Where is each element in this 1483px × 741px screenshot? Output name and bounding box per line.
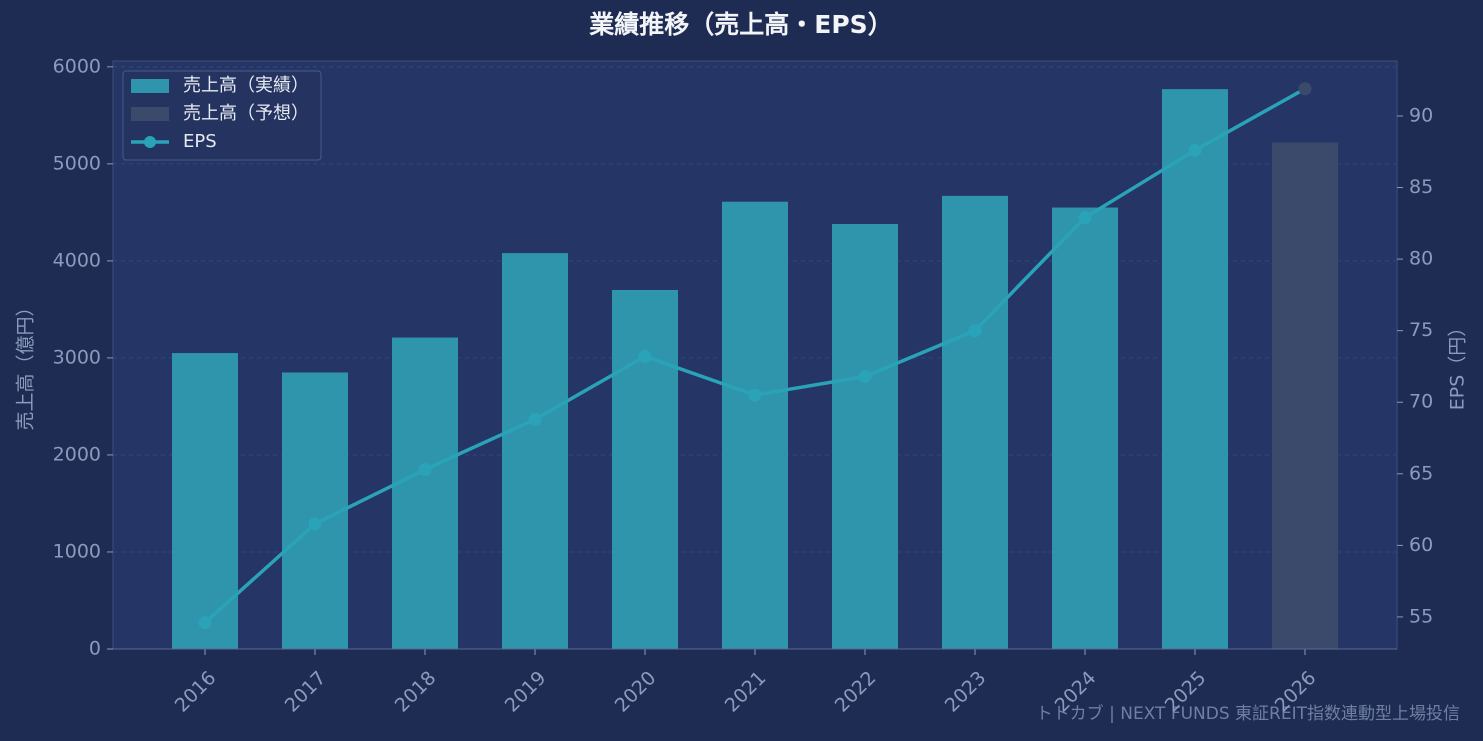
chart-title: 業績推移（売上高・EPS） bbox=[589, 10, 892, 39]
legend-label: EPS bbox=[183, 131, 217, 152]
y-tick-label: 0 bbox=[89, 638, 101, 660]
x-tick-label: 2022 bbox=[831, 667, 881, 717]
y2-tick-label: 60 bbox=[1409, 534, 1433, 556]
y2-axis-label: EPS（円） bbox=[1447, 318, 1469, 411]
point bbox=[418, 463, 432, 477]
bar bbox=[832, 224, 898, 650]
x-tick-label: 2020 bbox=[611, 667, 661, 717]
legend-box bbox=[122, 70, 322, 161]
point bbox=[1078, 211, 1092, 225]
y2-tick-label: 80 bbox=[1409, 248, 1433, 270]
x-tick-label: 2023 bbox=[941, 667, 991, 717]
point bbox=[858, 369, 872, 383]
y2-tick-label: 55 bbox=[1409, 605, 1433, 627]
bar bbox=[1162, 89, 1228, 649]
y-axis-label: 売上高（億円） bbox=[15, 297, 37, 430]
y2-tick-label: 85 bbox=[1409, 176, 1433, 198]
y-tick-label: 5000 bbox=[53, 152, 101, 174]
x-tick-label: 2018 bbox=[391, 667, 441, 717]
x-tick-label: 2019 bbox=[501, 667, 551, 717]
x-tick-label: 2021 bbox=[721, 667, 771, 717]
y-tick-label: 3000 bbox=[53, 346, 101, 368]
y2-tick-label: 65 bbox=[1409, 462, 1433, 484]
y-tick-label: 1000 bbox=[53, 540, 101, 562]
point bbox=[748, 388, 762, 402]
y2-tick-label: 75 bbox=[1409, 319, 1433, 341]
bar bbox=[172, 353, 238, 649]
legend-label: 売上高（予想） bbox=[183, 103, 309, 124]
legend-point bbox=[144, 136, 156, 148]
bar bbox=[502, 253, 568, 649]
y2-tick-label: 70 bbox=[1409, 391, 1433, 413]
legend-label: 売上高（実績） bbox=[183, 75, 309, 96]
point bbox=[638, 349, 652, 363]
bar bbox=[392, 337, 458, 649]
y-tick-label: 2000 bbox=[53, 443, 101, 465]
legend-swatch bbox=[131, 79, 169, 93]
bar bbox=[1272, 142, 1338, 649]
y-tick-label: 6000 bbox=[53, 55, 101, 77]
x-tick-label: 2017 bbox=[281, 667, 331, 717]
legend-swatch bbox=[131, 107, 169, 121]
bar bbox=[722, 201, 788, 650]
point bbox=[308, 517, 322, 531]
bar bbox=[1052, 207, 1118, 650]
bar bbox=[612, 289, 678, 649]
point bbox=[198, 616, 212, 630]
point bbox=[528, 412, 542, 426]
bar bbox=[282, 372, 348, 649]
watermark: トトカブ | NEXT FUNDS 東証REIT指数連動型上場投信 bbox=[1036, 703, 1460, 724]
point bbox=[1298, 82, 1312, 96]
point bbox=[1188, 143, 1202, 157]
y-tick-label: 4000 bbox=[53, 249, 101, 271]
y2-tick-label: 90 bbox=[1409, 104, 1433, 126]
bar bbox=[942, 195, 1008, 650]
x-tick-label: 2016 bbox=[171, 667, 221, 717]
point bbox=[968, 324, 982, 338]
